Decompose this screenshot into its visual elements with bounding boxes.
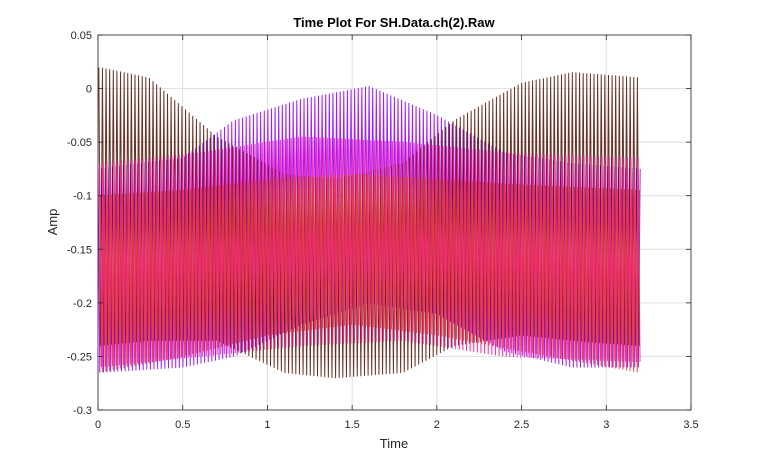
x-tick-label: 1 [264,419,270,431]
x-axis: 0 0.5 1 1.5 2 2.5 3 3.5 [95,35,699,431]
chart-title: Time Plot For SH.Data.ch(2).Raw [293,15,495,30]
plot-area: 0 0.5 1 1.5 2 2.5 3 3.5 -0.3-0.25-0.2-0.15-0.1-… [67,30,699,431]
x-tick-label: 0 [95,419,101,431]
y-tick-label: -0.1 [73,191,92,203]
axes-box [97,34,692,411]
series-layer [97,67,641,379]
y-tick-label: -0.2 [73,298,92,310]
x-tick-label: 3.5 [683,419,698,431]
y-tick-label: 0 [86,84,92,96]
series-line-4 [99,173,640,373]
x-tick-label: 2.5 [514,419,529,431]
x-tick-label: 3 [603,419,609,431]
x-axis-label: Time [380,436,408,451]
x-tick-label: 0.5 [175,419,190,431]
y-tick-label: -0.3 [73,405,92,417]
x-tick-label: 1.5 [344,419,359,431]
x-tick-label: 2 [434,419,440,431]
y-tick-label: -0.25 [67,351,92,363]
y-tick-label: -0.15 [67,244,92,256]
y-tick-label: -0.05 [67,137,92,149]
y-axis-label: Amp [45,209,60,236]
y-tick-label: 0.05 [71,30,92,42]
y-axis: -0.3 -0.25 -0.2 -0.15 -0.1 -0.05 0 0.05 [67,30,691,417]
